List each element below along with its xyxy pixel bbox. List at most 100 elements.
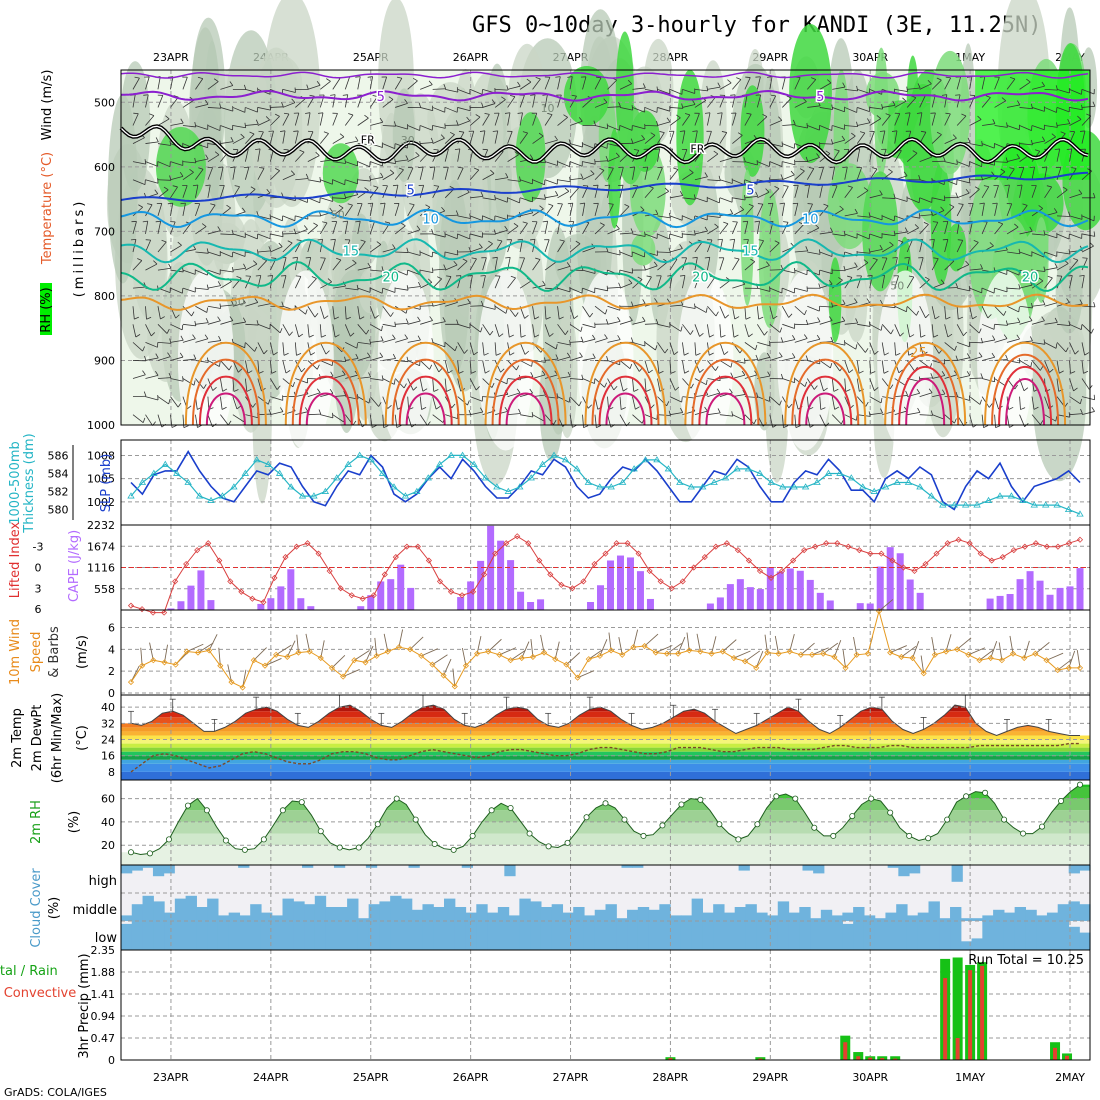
cloud-low-bar [584, 921, 595, 950]
cloud-low-bar [918, 921, 929, 950]
cloud-low-bar [767, 921, 778, 950]
cloud-middle-bar [767, 915, 778, 921]
contour-label: 15 [342, 245, 359, 260]
cloud-middle-bar [853, 907, 864, 921]
cloud-low-bar [939, 921, 950, 950]
cape-bar [877, 567, 884, 610]
y-tick-label: 2 [108, 665, 115, 678]
wind10-barb [566, 652, 579, 664]
cape-bar [587, 602, 594, 610]
cloud-middle-bar [175, 899, 186, 921]
cape-bar [997, 596, 1004, 610]
wind10-barb [1047, 653, 1064, 660]
precip-convective-bar [968, 970, 972, 1060]
wind-barb-flag [1092, 407, 1095, 411]
cloud-middle-bar [950, 907, 961, 921]
panel-label: CAPE (J/kg) [67, 530, 82, 602]
y-tick-label: 0.47 [91, 1032, 116, 1045]
wind10-barb [645, 634, 658, 646]
cape-bar [187, 586, 194, 610]
wind-barb-flag [293, 131, 298, 132]
panel-label: 3hr Precip (mm) [77, 953, 92, 1058]
cloud-middle-bar [659, 904, 670, 921]
wind10-barb [834, 640, 840, 657]
y-tick-label: 900 [94, 354, 115, 367]
wind-barb-flag [296, 276, 301, 277]
rh-point [546, 844, 551, 849]
panel-label: Thickness (dm) [22, 433, 37, 533]
cloud-middle-bar [778, 901, 789, 921]
cloud-middle-bar [487, 913, 498, 921]
rh-point [470, 833, 475, 838]
y-tick-label: 20 [101, 839, 115, 852]
rh-point [280, 808, 285, 813]
cloud-low-bar [229, 921, 240, 950]
panel-label: (%) [67, 811, 82, 834]
panel-label: 2m DewPt [30, 705, 45, 772]
cloud-middle-bar [982, 915, 993, 921]
cloud-low-bar [143, 921, 154, 950]
wind10-barb [332, 655, 345, 668]
rh-point [736, 837, 741, 842]
cloud-middle-bar [832, 915, 843, 921]
wind10-barb [462, 648, 466, 666]
wind10-barb [499, 648, 516, 655]
cloud-middle-bar [444, 899, 455, 921]
wind10-barb [243, 670, 246, 688]
cloud-low-bar [606, 921, 617, 950]
cloud-middle-bar [315, 896, 326, 921]
cloud-middle-bar [250, 904, 261, 921]
cape-bar [297, 598, 304, 610]
wind-barb-flag [743, 221, 748, 222]
wind-barb-flag [1080, 131, 1085, 132]
cape-bar [887, 547, 894, 610]
cloud-low-bar [982, 921, 993, 950]
rh-point [850, 813, 855, 818]
cloud-low-bar [433, 921, 444, 950]
contour-label: 25 [910, 346, 927, 361]
cloud-middle-bar [562, 913, 573, 921]
wind-barb-flag [1091, 329, 1093, 334]
cloud-middle-bar [476, 904, 487, 921]
y-tick-label: 8 [108, 766, 115, 779]
rh-point [318, 829, 323, 834]
cape-bar [907, 580, 914, 610]
wind-barb [945, 197, 958, 198]
rh-point [964, 794, 969, 799]
cloud-low-bar [444, 921, 455, 950]
wind10-barb [619, 637, 622, 655]
wind-barb [820, 144, 833, 145]
cloud-middle-bar [272, 915, 283, 921]
rh-point [831, 833, 836, 838]
rh-point [337, 845, 342, 850]
cloud-low-bar [379, 921, 390, 950]
y-tick-label: 1000 [87, 419, 115, 432]
y-tick-label: 32 [101, 717, 115, 730]
cloud-middle-bar [595, 910, 606, 921]
cloud-middle-bar [864, 915, 875, 921]
panel-label: & Barbs [47, 626, 62, 678]
x-tick-label: 2MAY [1055, 1071, 1085, 1084]
cloud-high-bar [504, 865, 515, 876]
cape-bar [267, 598, 274, 610]
wind-barb-flag [458, 167, 463, 168]
rh-point [413, 817, 418, 822]
cape-bar [627, 557, 634, 610]
wind-barb [657, 252, 670, 253]
cloud-low-bar [304, 921, 315, 950]
cape-bar [807, 580, 814, 610]
contour-label: 20 [1022, 271, 1039, 286]
cloud-low-bar [1036, 921, 1047, 950]
cloud-low-bar [390, 921, 401, 950]
temperature-band [121, 740, 1090, 744]
contour-label: 10 [422, 212, 439, 227]
cape-bar [357, 606, 364, 610]
cloud-low-bar [573, 921, 584, 950]
cloud-high-bar [813, 865, 824, 873]
cape-bar [537, 599, 544, 610]
rh-point [432, 841, 437, 846]
cape-bar [1077, 568, 1084, 610]
cloud-low-bar [250, 921, 261, 950]
wind-barb [470, 306, 483, 307]
